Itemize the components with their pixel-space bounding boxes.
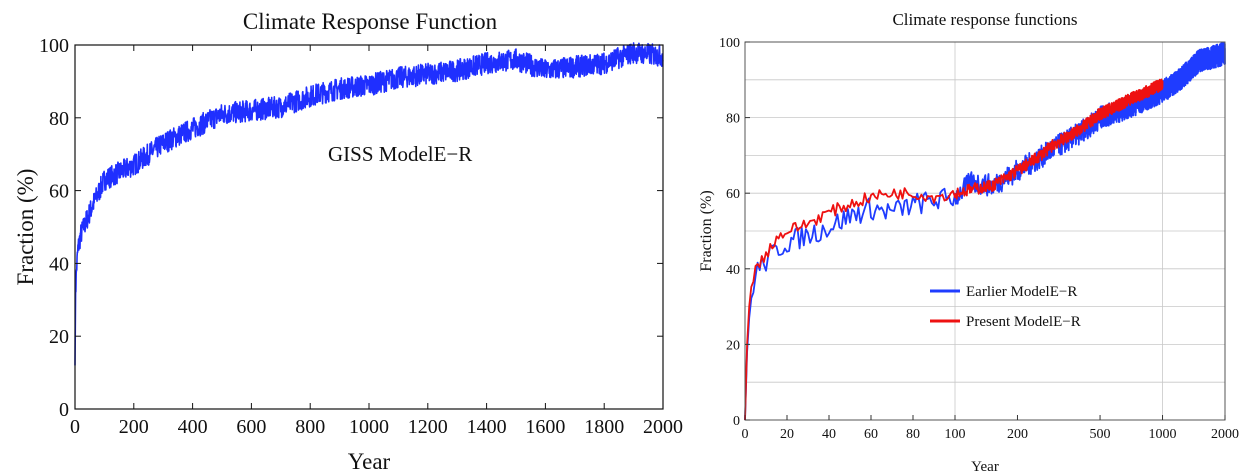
chart-right: Climate response functions 0 20 40 60 80 100 2…	[698, 10, 1239, 475]
x-tick-label: 1000	[349, 416, 389, 438]
x-tick-label: 2000	[643, 416, 683, 438]
grid-group	[745, 42, 1225, 420]
y-axis-label: Fraction (%)	[698, 190, 715, 271]
y-tick-label: 40	[726, 263, 740, 278]
chart-left: Climate Response Function 0 200 400 600 800 1…	[13, 9, 683, 474]
x-tick-label: 80	[906, 427, 920, 442]
chart-title: Climate response functions	[892, 10, 1077, 29]
y-tick-label: 0	[733, 414, 740, 429]
y-tick-label: 60	[726, 187, 740, 202]
x-tick-label: 200	[1007, 427, 1028, 442]
x-tick-label: 500	[1090, 427, 1111, 442]
x-tick-label: 60	[864, 427, 878, 442]
x-tick-label: 40	[822, 427, 836, 442]
plot-frame	[744, 41, 1226, 421]
x-tick-label: 1800	[584, 416, 624, 438]
x-tick-label: 1200	[408, 416, 448, 438]
series-group	[744, 41, 1226, 421]
y-tick-label: 80	[49, 108, 69, 130]
x-tick-label: 800	[295, 416, 325, 438]
y-tick-label: 0	[59, 399, 69, 421]
y-tick-label: 100	[719, 36, 740, 51]
series-line	[744, 78, 1164, 421]
y-tick-label: 20	[49, 326, 69, 348]
y-tick-label: 80	[726, 112, 740, 127]
legend: Earlier ModelE−R Present ModelE−R	[930, 284, 1081, 330]
x-tick-label: 200	[119, 416, 149, 438]
x-tick-label: 2000	[1211, 427, 1239, 442]
y-tick-label: 100	[39, 35, 69, 57]
x-tick-label: 400	[178, 416, 208, 438]
x-axis-label: Year	[348, 449, 391, 474]
chart-title: Climate Response Function	[243, 9, 498, 34]
series-group	[74, 42, 664, 366]
x-axis-label: Year	[971, 459, 999, 475]
x-tick-label: 600	[236, 416, 266, 438]
tick-group: 0 20 40 60 80 100 200 500 1000 2000 0 20 40 60 80 100	[719, 36, 1239, 442]
y-tick-label: 20	[726, 338, 740, 353]
x-tick-label: 100	[945, 427, 966, 442]
chart-annotation: GISS ModelE−R	[328, 142, 472, 166]
x-tick-label: 0	[742, 427, 749, 442]
x-tick-label: 1400	[467, 416, 507, 438]
y-axis-label: Fraction (%)	[13, 169, 38, 286]
x-tick-label: 1600	[525, 416, 565, 438]
x-tick-label: 1000	[1149, 427, 1177, 442]
legend-label: Earlier ModelE−R	[966, 284, 1077, 300]
x-tick-label: 0	[70, 416, 80, 438]
x-tick-label: 20	[780, 427, 794, 442]
y-tick-label: 40	[49, 253, 69, 275]
tick-group: 0 200 400 600 800 1000 1200 1400 1600 1800 2000 0 20…	[39, 35, 683, 438]
plot-frame	[74, 44, 664, 410]
series-line	[74, 42, 664, 366]
y-tick-label: 60	[49, 181, 69, 203]
legend-label: Present ModelE−R	[966, 314, 1081, 330]
